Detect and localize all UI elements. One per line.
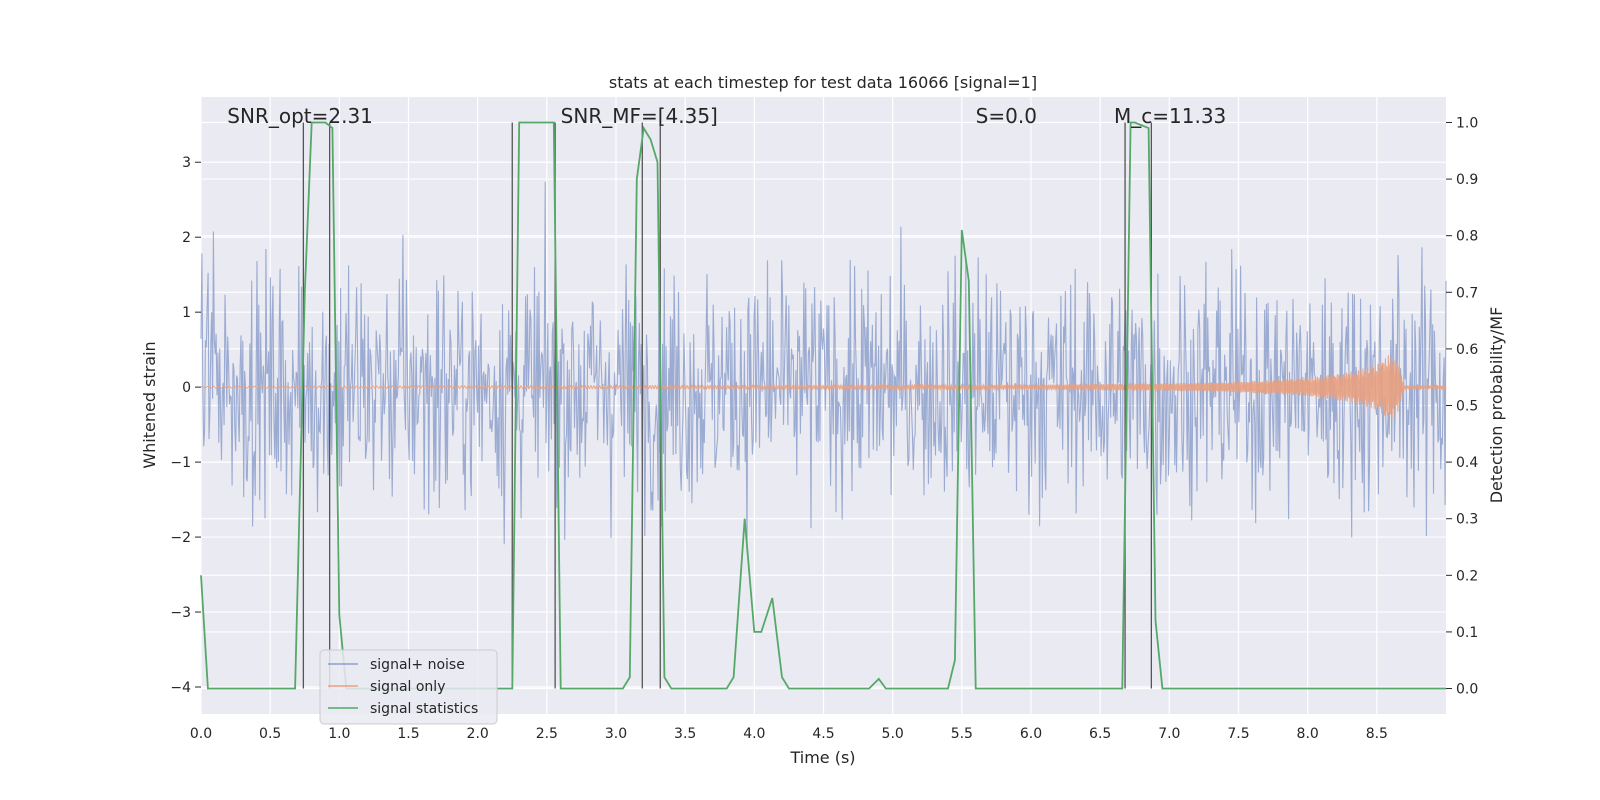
right-y-tick-labels: 1.0 0.9 0.8 0.7 0.6 0.5 0.4 0.3 0.2 0.1 0.0 xyxy=(1446,115,1478,698)
y-tick-label: 1 xyxy=(182,305,191,321)
y-tick-label: −1 xyxy=(170,455,191,471)
right-y-tick-label: 0.1 xyxy=(1456,625,1478,641)
series-line-signal-only xyxy=(200,354,1447,419)
right-y-tick-label: 0.4 xyxy=(1456,455,1478,471)
x-tick-label: 0.0 xyxy=(190,726,212,742)
x-tick-label: 4.5 xyxy=(812,726,834,742)
y-tick-label: −4 xyxy=(170,680,191,696)
x-tick-label: 8.5 xyxy=(1366,726,1388,742)
y-tick-label: −3 xyxy=(170,605,191,621)
legend: signal+ noise signal only signal statist… xyxy=(319,649,498,725)
x-axis-label: Time (s) xyxy=(789,748,855,767)
x-tick-labels: 0.0 0.5 1.0 1.5 2.0 2.5 3.0 3.5 4.0 4.5 5.0 5.5 6.0 6… xyxy=(190,726,1388,742)
legend-label-signal-noise: signal+ noise xyxy=(370,657,465,673)
annotation: S=0.0 xyxy=(976,104,1037,128)
x-tick-label: 2.5 xyxy=(536,726,558,742)
x-tick-label: 2.0 xyxy=(467,726,489,742)
annotation: SNR_opt=2.31 xyxy=(227,104,373,128)
annotation: SNR_MF=[4.35] xyxy=(561,104,718,128)
legend-label-signal-statistics: signal statistics xyxy=(370,701,478,717)
y-tick-label: −2 xyxy=(170,530,191,546)
x-tick-label: 3.5 xyxy=(674,726,696,742)
right-y-tick-label: 0.2 xyxy=(1456,568,1478,584)
x-tick-label: 5.0 xyxy=(882,726,904,742)
chart-title: stats at each timestep for test data 160… xyxy=(609,73,1037,92)
x-tick-label: 5.5 xyxy=(951,726,973,742)
right-y-axis-label: Detection probability/MF xyxy=(1487,307,1506,504)
y-tick-label: 0 xyxy=(182,380,191,396)
right-y-tick-label: 0.0 xyxy=(1456,682,1478,698)
x-tick-label: 7.0 xyxy=(1158,726,1180,742)
x-tick-label: 7.5 xyxy=(1227,726,1249,742)
annotation: M_c=11.33 xyxy=(1114,104,1226,128)
y-axis-label: Whitened strain xyxy=(140,341,159,468)
right-y-tick-label: 0.6 xyxy=(1456,342,1478,358)
x-tick-label: 6.0 xyxy=(1020,726,1042,742)
legend-box xyxy=(319,649,498,725)
x-tick-label: 3.0 xyxy=(605,726,627,742)
right-y-tick-label: 1.0 xyxy=(1456,115,1478,131)
y-tick-label: 2 xyxy=(182,230,191,246)
right-y-tick-label: 0.9 xyxy=(1456,172,1478,188)
x-tick-label: 0.5 xyxy=(259,726,281,742)
series-signal-only xyxy=(200,354,1447,419)
x-tick-label: 6.5 xyxy=(1089,726,1111,742)
right-y-tick-label: 0.8 xyxy=(1456,229,1478,245)
x-tick-label: 1.5 xyxy=(397,726,419,742)
x-tick-label: 4.0 xyxy=(743,726,765,742)
legend-label-signal-only: signal only xyxy=(370,679,445,695)
x-tick-label: 1.0 xyxy=(328,726,350,742)
x-tick-label: 8.0 xyxy=(1297,726,1319,742)
right-y-tick-label: 0.3 xyxy=(1456,512,1478,528)
right-y-tick-label: 0.7 xyxy=(1456,285,1478,301)
annotations: SNR_opt=2.31 SNR_MF=[4.35] S=0.0 M_c=11.33 xyxy=(227,104,1226,128)
y-tick-labels: 3 2 1 0 −1 −2 −3 −4 xyxy=(170,155,201,696)
right-y-tick-label: 0.5 xyxy=(1456,399,1478,415)
y-tick-label: 3 xyxy=(182,155,191,171)
